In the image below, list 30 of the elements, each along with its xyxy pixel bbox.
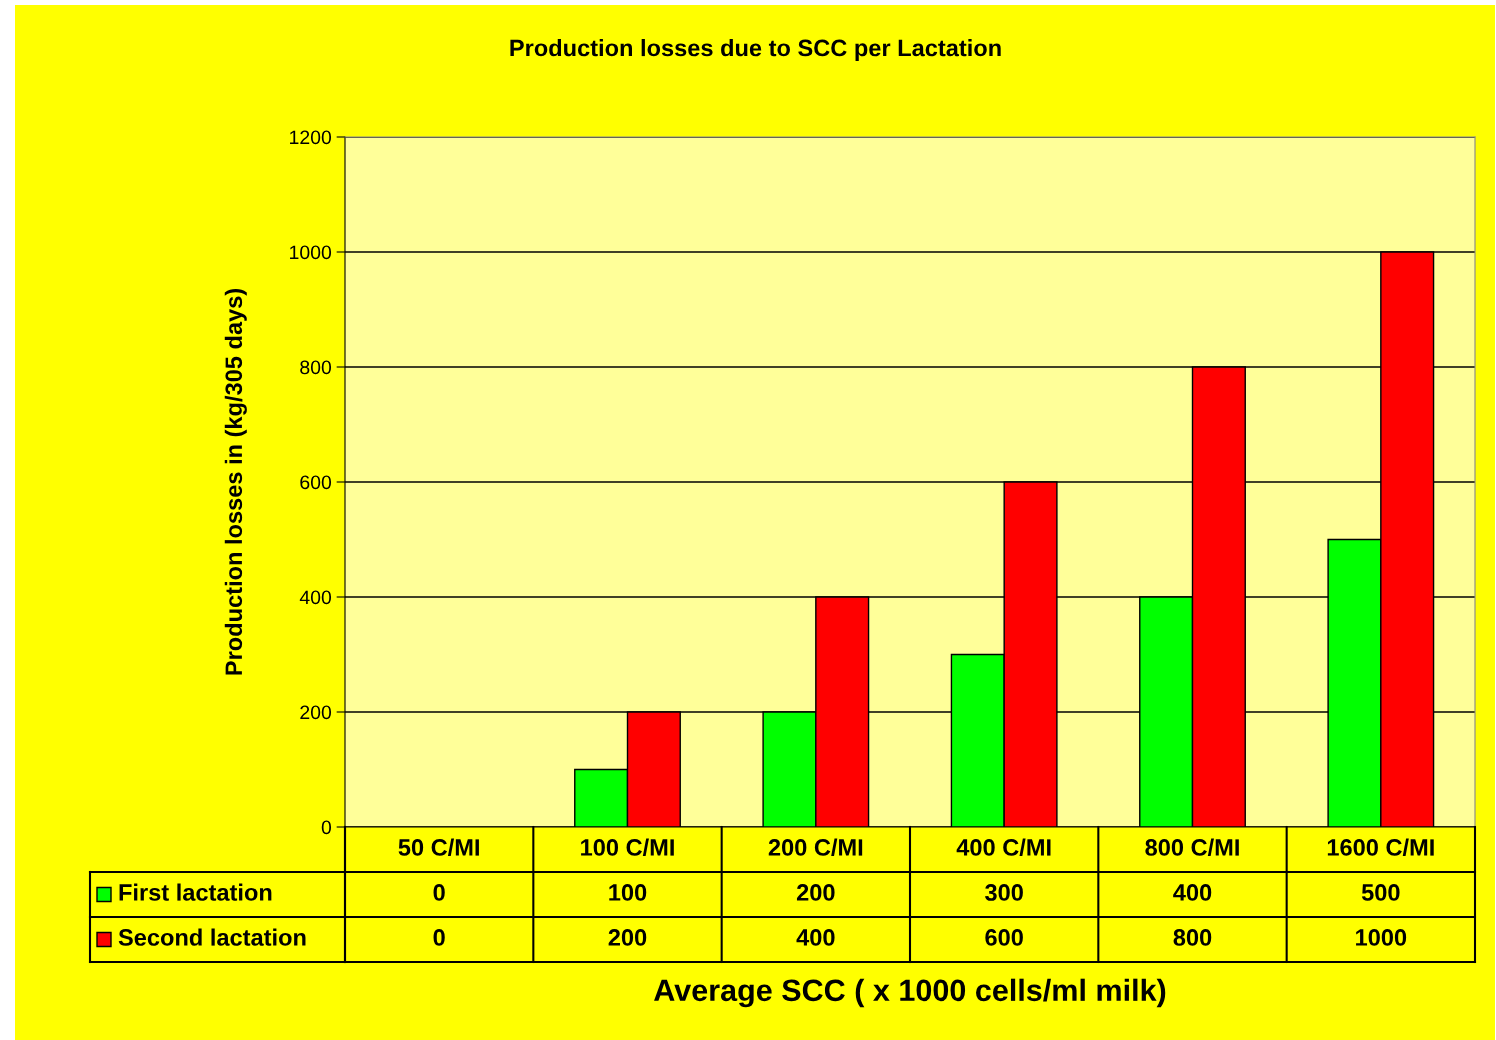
- y-tick-label: 600: [300, 475, 332, 490]
- data-label: 400: [1173, 884, 1212, 901]
- data-label: 300: [985, 884, 1023, 901]
- data-label: 500: [1361, 884, 1400, 901]
- chart-title: Production losses due to SCC per Lactation: [510, 39, 1001, 62]
- y-tick-label: 0: [321, 820, 332, 835]
- x-axis-title: Average SCC ( x 1000 cells/ml milk): [654, 978, 1166, 1008]
- data-label: 800: [1173, 929, 1212, 946]
- legend-label: First lactation: [119, 883, 272, 901]
- data-label: 0: [433, 884, 445, 901]
- y-tick-label: 1200: [290, 130, 332, 145]
- y-tick-label: 800: [300, 360, 332, 375]
- y-tick-label: 200: [300, 705, 332, 720]
- x-tick-label: 400 C/MI: [956, 838, 1051, 857]
- data-label: 1000: [1356, 929, 1407, 946]
- y-tick-label: 1000: [290, 245, 332, 260]
- x-tick-label: 100 C/MI: [581, 838, 674, 857]
- legend-label: Second lactation: [118, 928, 306, 946]
- x-tick-label: 50 C/MI: [398, 838, 479, 857]
- data-label: 600: [985, 929, 1023, 946]
- x-tick-label: 200 C/MI: [768, 838, 863, 857]
- data-label: 0: [433, 929, 445, 946]
- y-tick-label: 400: [299, 590, 332, 605]
- data-label: 200: [608, 929, 647, 946]
- data-label: 100: [609, 884, 647, 901]
- data-label: 400: [796, 929, 835, 946]
- y-axis-title: Production losses in (kg/305 days): [224, 288, 247, 675]
- x-tick-label: 800 C/MI: [1145, 838, 1239, 857]
- data-label: 200: [796, 884, 835, 901]
- x-tick-label: 1600 C/MI: [1327, 838, 1434, 857]
